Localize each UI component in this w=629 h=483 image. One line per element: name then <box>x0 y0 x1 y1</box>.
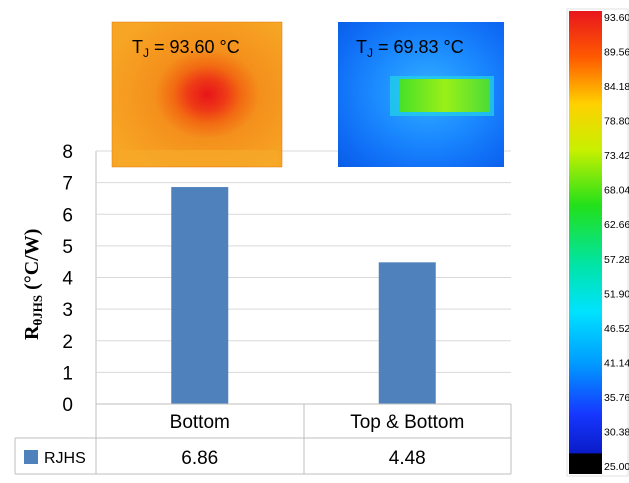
colorbar-label: 89.56 <box>604 47 629 59</box>
thermal-image-top-bottom: TJ = 69.83 °C <box>338 22 504 167</box>
colorbar-label: 73.42 <box>604 150 629 162</box>
y-tick-label: 1 <box>62 363 73 384</box>
data-table <box>14 403 512 475</box>
y-axis-label: RθJHS (°C/W) <box>21 229 45 340</box>
colorbar-label: 93.60 <box>604 12 629 24</box>
bar <box>378 262 436 404</box>
colorbar-label: 46.52 <box>604 323 629 335</box>
legend-label: RJHS <box>44 450 86 467</box>
bars <box>171 187 436 404</box>
y-tick-label: 2 <box>62 332 73 353</box>
y-tick-label: 7 <box>62 174 73 195</box>
data-table-value: 6.86 <box>181 448 218 469</box>
bar <box>171 187 229 404</box>
y-tick-label: 5 <box>62 237 73 258</box>
colorbar-label: 84.18 <box>604 81 629 93</box>
thermal-image-bottom: TJ = 93.60 °C <box>111 21 283 168</box>
y-tick-label: 0 <box>62 395 73 416</box>
category-label: Bottom <box>170 412 230 433</box>
colorbar-label: 25.00 <box>604 461 629 473</box>
data-table-values: 6.86 4.48 <box>181 448 425 469</box>
y-tick-label: 6 <box>62 205 73 226</box>
y-tick-labels: 0 1 2 3 4 5 6 7 8 <box>62 142 73 416</box>
legend-swatch <box>24 450 38 464</box>
y-tick-label: 4 <box>62 269 73 290</box>
colorbar-label: 68.04 <box>604 185 629 197</box>
temperature-colorbar <box>566 8 629 477</box>
gridlines <box>96 150 511 373</box>
thermal-title-bottom: TJ = 93.60 °C <box>132 37 240 60</box>
category-labels: Bottom Top & Bottom <box>170 412 465 433</box>
colorbar-label: 57.28 <box>604 254 629 266</box>
category-label: Top & Bottom <box>350 412 464 433</box>
thermal-title-top-bottom: TJ = 69.83 °C <box>356 37 464 60</box>
y-tick-label: 3 <box>62 300 73 321</box>
colorbar-gradient <box>569 11 602 474</box>
colorbar-label: 62.66 <box>604 219 629 231</box>
legend-entry: RJHS <box>24 450 86 467</box>
colorbar-label: 78.80 <box>604 116 629 128</box>
colorbar-label: 30.38 <box>604 426 629 438</box>
y-tick-label: 8 <box>62 142 73 163</box>
colorbar-labels: 93.60 89.56 84.18 78.80 73.42 68.04 62.66 57.28… <box>604 12 629 473</box>
colorbar-label: 41.14 <box>604 357 629 369</box>
colorbar-label: 51.90 <box>604 288 629 300</box>
data-table-value: 4.48 <box>389 448 426 469</box>
colorbar-label: 35.76 <box>604 392 629 404</box>
